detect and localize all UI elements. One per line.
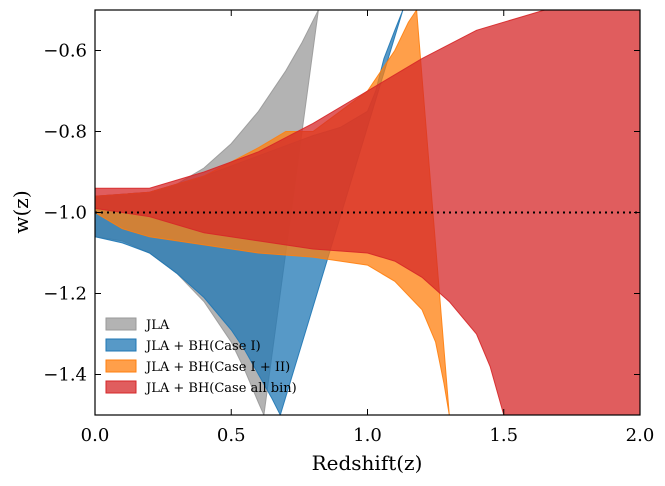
y-tick-label: −1.4 [43,365,87,386]
axis-ticks: 0.0 0.5 1.0 1.5 2.0 −1.4 −1.2 −1.0 −0.8 −0.6 [43,10,654,446]
legend-label: JLA [144,318,170,333]
legend-swatch [105,338,137,352]
y-tick-label: −1.2 [43,284,87,305]
x-tick-label: 1.0 [353,425,382,446]
legend: JLA JLA + BH(Case I) JLA + BH(Case I + II)… [105,317,297,396]
band-series-4 [95,10,640,415]
legend-label: JLA + BH(Case all bin) [144,381,297,396]
legend-label: JLA + BH(Case I + II) [144,360,290,375]
legend-label: JLA + BH(Case I) [144,339,261,354]
legend-swatch [105,380,137,394]
y-tick-label: −0.8 [43,122,87,143]
x-tick-label: 2.0 [626,425,655,446]
x-axis-title: Redshift(z) [312,451,423,475]
y-axis-title: w(z) [9,190,33,233]
legend-swatch [105,359,137,373]
confidence-bands [95,10,640,415]
y-tick-label: −0.6 [43,41,87,62]
x-tick-label: 0.0 [81,425,110,446]
x-tick-label: 0.5 [217,425,246,446]
legend-swatch [105,317,137,331]
x-tick-label: 1.5 [489,425,518,446]
y-tick-label: −1.0 [43,203,87,224]
